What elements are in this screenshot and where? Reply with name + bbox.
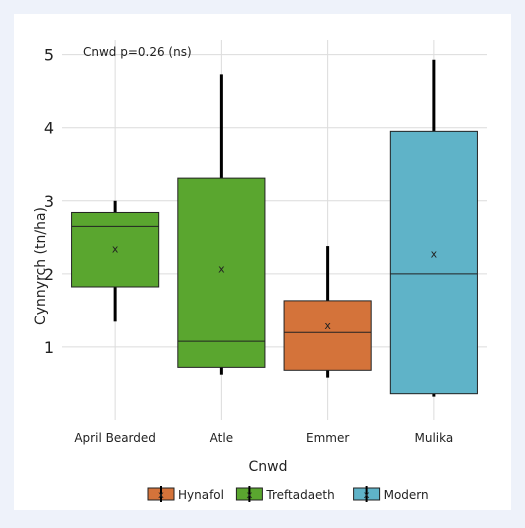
x-tick-label-0: April Bearded — [74, 431, 156, 445]
box-group-0: x — [71, 200, 160, 322]
y-axis-label: Cynnyrch (tn/ha) — [33, 207, 49, 325]
box-2 — [283, 300, 372, 371]
box-1 — [177, 177, 266, 368]
mean-marker: x — [112, 242, 119, 255]
legend-item-2: x Modern — [353, 486, 429, 502]
y-tick-label-4: 4 — [44, 119, 54, 138]
mean-marker: x — [431, 247, 438, 260]
y-tick-label-1: 1 — [44, 338, 54, 357]
y-tick-label-5: 5 — [44, 46, 54, 65]
box-group-1: x — [177, 74, 266, 375]
mean-marker: x — [218, 263, 225, 276]
mean-marker: x — [324, 319, 331, 332]
y-tick-label-2: 2 — [44, 265, 54, 284]
legend-item-0: x Hynafol — [147, 486, 224, 502]
x-axis-label: Cnwd — [249, 459, 288, 475]
annotation-text: Cnwd p=0.26 (ns) — [83, 45, 192, 59]
x-tick-label-3: Mulika — [415, 431, 454, 445]
axes: 1 2 3 4 5 April Bearded Atle Emmer Mulika — [44, 46, 453, 445]
box-3 — [389, 130, 478, 395]
box-group-3: x — [389, 59, 478, 397]
legend-mean-marker: x — [158, 490, 164, 501]
x-tick-label-2: Emmer — [306, 431, 349, 445]
legend-mean-marker: x — [246, 490, 252, 501]
box-0 — [71, 211, 160, 288]
box-group-2: x — [283, 246, 372, 378]
legend-label: Treftadaeth — [265, 488, 334, 502]
legend-item-1: x Treftadaeth — [235, 486, 335, 502]
legend-label: Modern — [384, 488, 429, 502]
boxes: x x x x — [71, 59, 478, 397]
y-tick-label-3: 3 — [44, 192, 54, 211]
legend-mean-marker: x — [364, 490, 370, 501]
legend: x Hynafol x Treftadaeth x Modern — [147, 486, 429, 502]
x-tick-label-1: Atle — [210, 431, 233, 445]
legend-label: Hynafol — [178, 488, 224, 502]
